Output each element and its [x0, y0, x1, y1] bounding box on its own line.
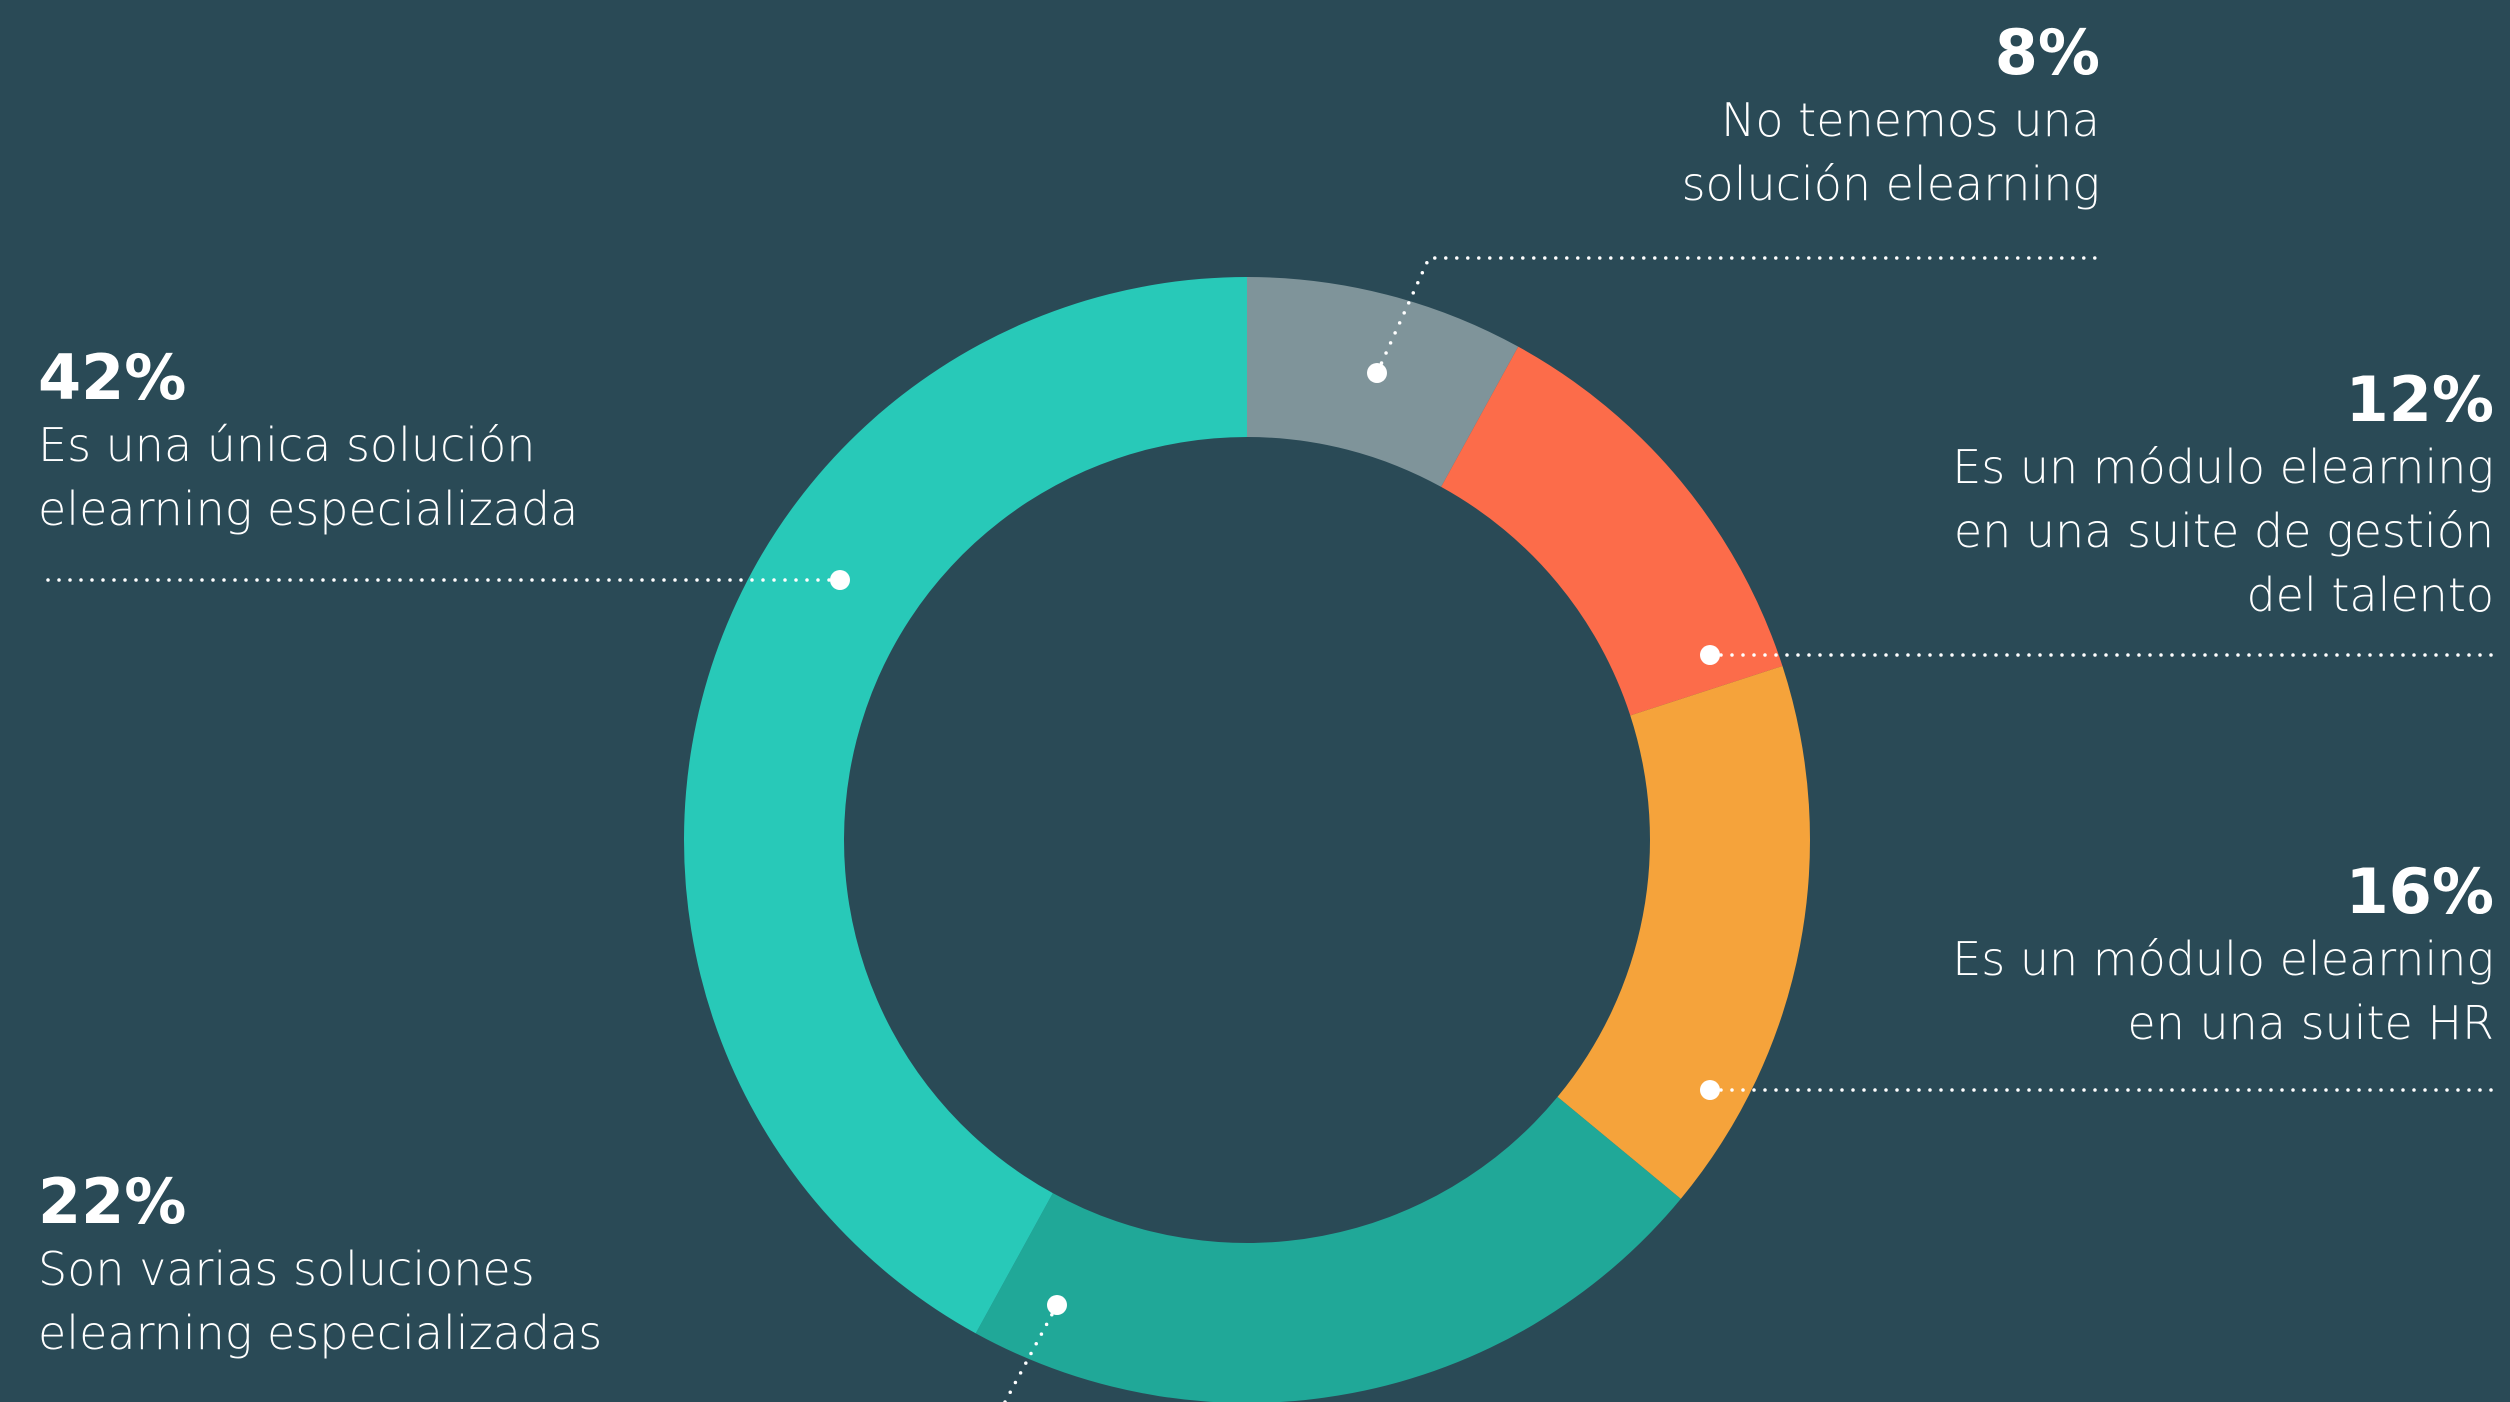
category-label: No tenemos una solución elearning [1681, 93, 2100, 211]
donut-slice [975, 1096, 1681, 1402]
leader-dot [1700, 645, 1720, 665]
donut-slice [683, 277, 1247, 1334]
category-label: Es una única solución elearning especial… [38, 418, 579, 536]
percent-label: 42% [38, 341, 187, 414]
percent-label: 8% [1994, 16, 2100, 89]
donut-slice [1557, 666, 1810, 1199]
category-label: Es un módulo elearning en una suite HR [1952, 932, 2494, 1050]
leader-line [1003, 1303, 1059, 1402]
percent-label: 16% [2345, 855, 2494, 928]
leader-dot [1700, 1080, 1720, 1100]
category-label: Es un módulo elearning en una suite de g… [1952, 440, 2494, 622]
leader-line [1375, 256, 2102, 375]
donut-slice [1441, 346, 1783, 716]
percent-label: 12% [2345, 363, 2494, 436]
leader-dot [1047, 1295, 1067, 1315]
category-label: Son varias soluciones elearning especial… [38, 1242, 603, 1360]
percent-label: 22% [38, 1165, 187, 1238]
donut-slice [1247, 277, 1519, 487]
leader-dot [830, 570, 850, 590]
leader-dot [1367, 363, 1387, 383]
